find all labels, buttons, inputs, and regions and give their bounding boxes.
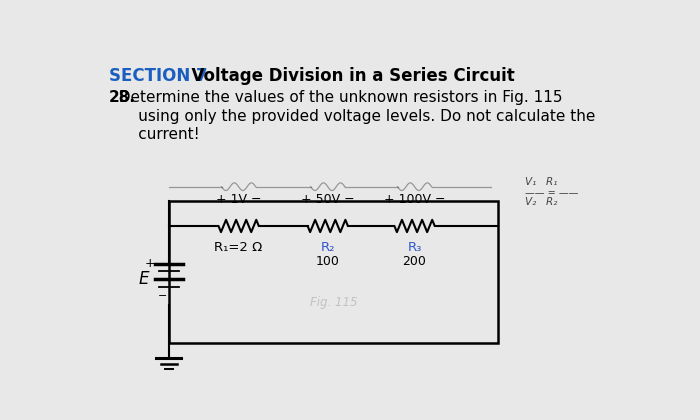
Text: —— = ——: —— = —— — [526, 188, 579, 198]
Text: + 100V −: + 100V − — [384, 193, 445, 206]
Text: + 50V −: + 50V − — [301, 193, 355, 206]
Text: R₃: R₃ — [407, 241, 421, 255]
Text: Voltage Division in a Series Circuit: Voltage Division in a Series Circuit — [181, 67, 515, 85]
Text: E: E — [139, 270, 149, 288]
Bar — [169, 200, 498, 343]
Text: 200: 200 — [402, 255, 426, 268]
Text: R₁=2 Ω: R₁=2 Ω — [214, 241, 262, 255]
Text: SECTION 7: SECTION 7 — [109, 67, 208, 85]
Text: using only the provided voltage levels. Do not calculate the: using only the provided voltage levels. … — [109, 109, 596, 124]
Text: Determine the values of the unknown resistors in Fig. 115: Determine the values of the unknown resi… — [109, 90, 563, 105]
Text: −: − — [158, 291, 167, 301]
Text: +: + — [144, 257, 155, 270]
Text: 28.: 28. — [109, 90, 136, 105]
Text: V₁   R₁: V₁ R₁ — [526, 177, 558, 187]
Text: current!: current! — [109, 127, 200, 142]
Text: + 1V −: + 1V − — [216, 193, 261, 206]
Text: V₂   R₂: V₂ R₂ — [526, 197, 558, 207]
Text: Fig. 115: Fig. 115 — [310, 296, 357, 309]
Text: 100: 100 — [316, 255, 340, 268]
Text: R₂: R₂ — [321, 241, 335, 255]
